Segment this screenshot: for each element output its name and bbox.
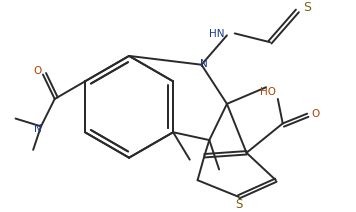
- Text: N: N: [34, 124, 42, 134]
- Text: N: N: [200, 59, 207, 69]
- Text: O: O: [312, 109, 320, 119]
- Text: O: O: [33, 66, 41, 76]
- Text: S: S: [235, 198, 242, 211]
- Text: S: S: [303, 1, 311, 14]
- Text: HO: HO: [260, 87, 276, 97]
- Text: HN: HN: [209, 29, 225, 39]
